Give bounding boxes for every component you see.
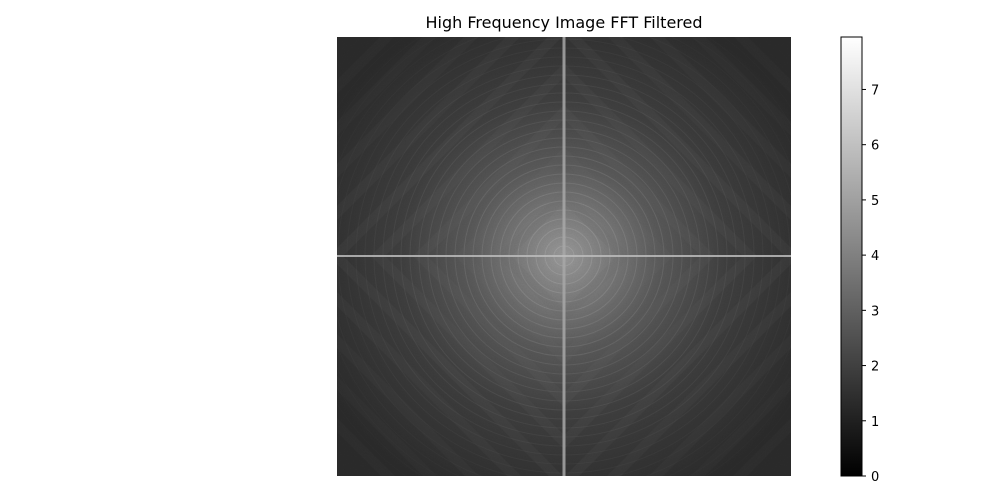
colorbar-gradient [840,36,863,477]
colorbar-tick-label: 4 [871,249,879,264]
colorbar-tick-label: 6 [871,139,879,154]
colorbar-tick-label: 2 [871,360,879,375]
chart-title: High Frequency Image FFT Filtered [425,13,702,32]
colorbar-tick-label: 5 [871,194,879,209]
colorbar-tick-label: 1 [871,415,879,430]
colorbar: 0 1 2 3 4 5 6 7 [840,36,879,485]
colorbar-tick-label: 7 [871,83,879,98]
fft-spectrum-image [337,37,791,476]
colorbar-tick-label: 0 [871,470,879,485]
colorbar-ticks: 0 1 2 3 4 5 6 7 [862,83,879,485]
colorbar-tick-label: 3 [871,304,879,319]
